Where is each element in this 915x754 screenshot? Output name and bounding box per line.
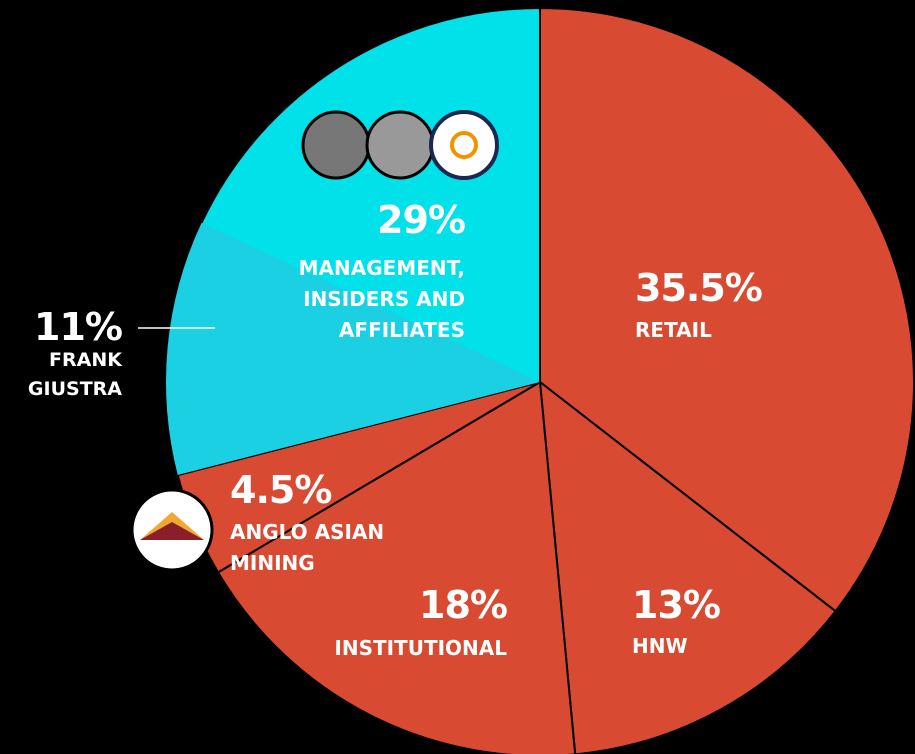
slice-label: MANAGEMENT, INSIDERS AND AFFILIATES (265, 253, 465, 346)
highlight-value-label: 11% (20, 305, 122, 349)
slice-label: ANGLO ASIAN MINING (230, 517, 410, 579)
chart: 35.5% RETAIL 13% HNW 18% INSTITUTIONAL 4… (0, 0, 915, 754)
value-label: 4.5% (230, 468, 331, 512)
photos (303, 112, 497, 178)
value-label: 29% (265, 198, 465, 242)
slice-label: INSTITUTIONAL (300, 633, 507, 664)
slice-label: RETAIL (635, 315, 712, 346)
value-label: 35.5% (635, 266, 762, 310)
value-label: 13% (632, 583, 720, 627)
highlight-label: FRANK GIUSTRA (0, 346, 122, 404)
anglo-logo (132, 490, 212, 570)
slice-label: HNW (632, 631, 688, 662)
value-label: 18% (300, 583, 507, 627)
